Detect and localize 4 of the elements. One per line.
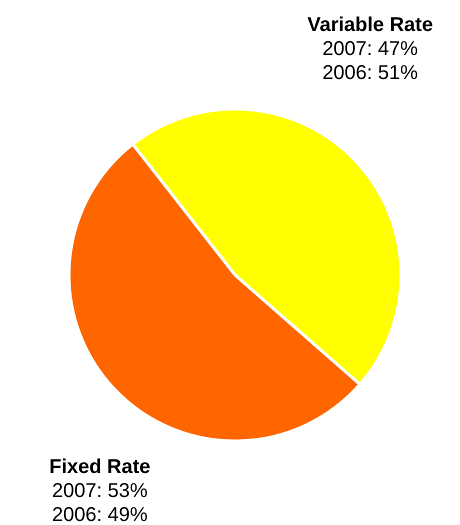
data-label: 2007: 53% 2006: 49% [52,480,148,525]
data-label: 2007: 47% 2006: 51% [322,38,418,84]
slice-label: Fixed Rate [49,456,150,478]
slice-label: Variable Rate [307,14,433,36]
